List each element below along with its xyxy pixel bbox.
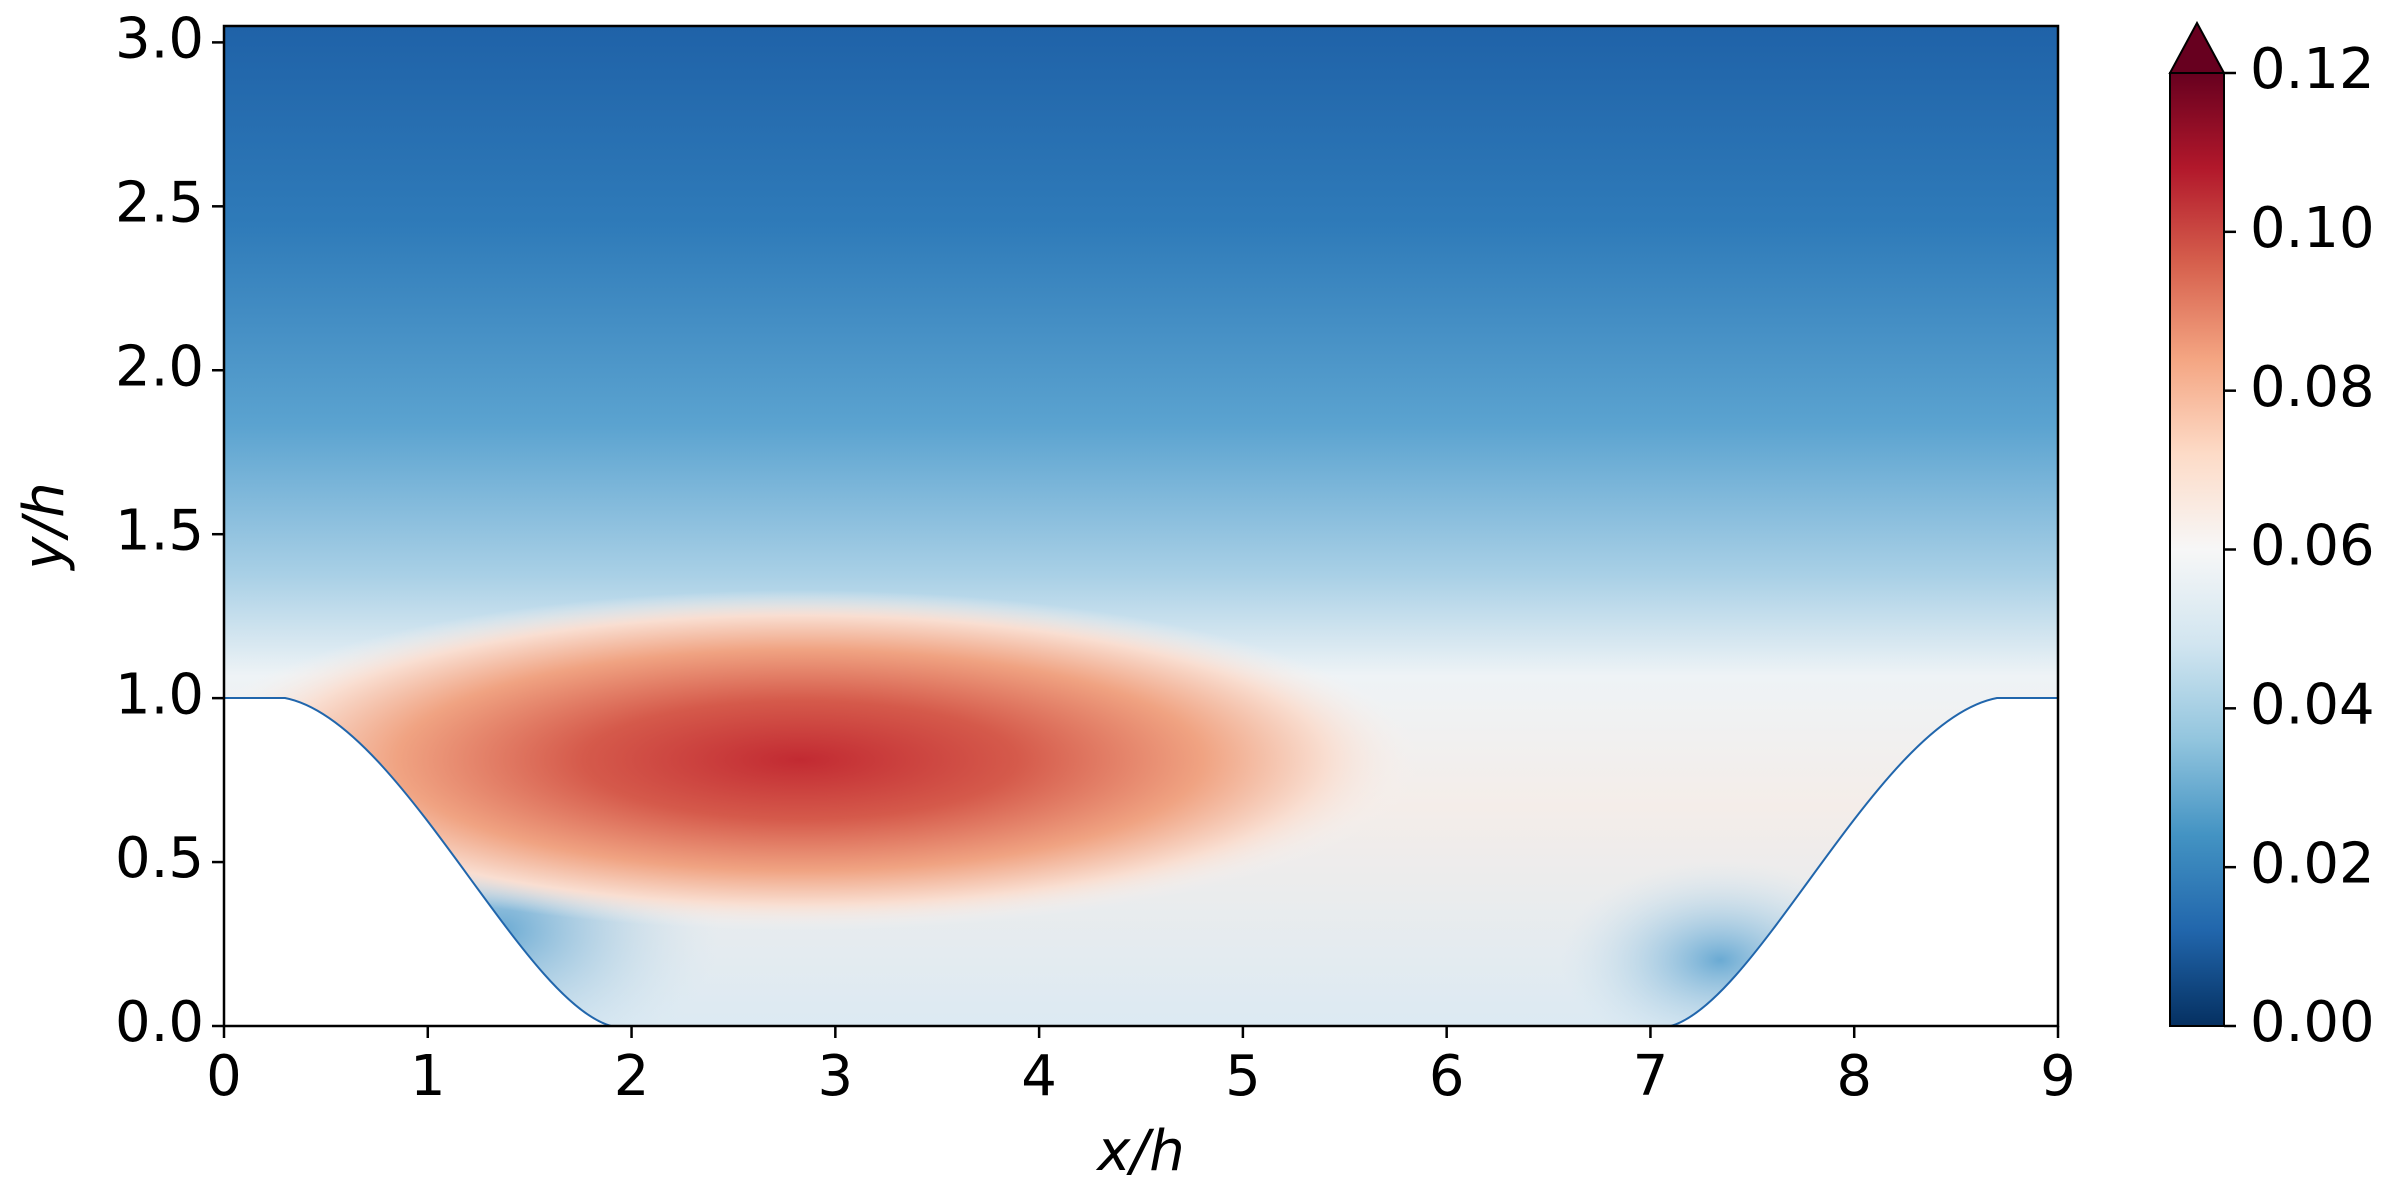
- y-tick-label: 2.5: [115, 170, 204, 235]
- y-tick-label: 2.0: [115, 334, 204, 399]
- y-tick-label: 0.5: [115, 826, 204, 891]
- y-tick-label: 1.5: [115, 498, 204, 563]
- x-tick-label: 9: [2040, 1044, 2076, 1109]
- x-tick-label: 0: [206, 1044, 242, 1109]
- x-tick-label: 4: [1021, 1044, 1057, 1109]
- x-tick-label: 5: [1225, 1044, 1261, 1109]
- colorbar-extend: [2168, 20, 2226, 74]
- x-axis-label: x/h: [1095, 1119, 1185, 1184]
- colorbar-tick-label: 0.06: [2250, 514, 2375, 579]
- y-tick-label: 0.0: [115, 990, 204, 1055]
- x-tick-label: 7: [1633, 1044, 1669, 1109]
- colorbar-tick-label: 0.04: [2250, 672, 2375, 737]
- colorbar-tick-label: 0.08: [2250, 355, 2375, 420]
- colorbar: [2169, 72, 2225, 1027]
- colorbar-tick-label: 0.02: [2250, 831, 2375, 896]
- contour-field: [224, 26, 2058, 1026]
- colorbar-tick-label: 0.12: [2250, 37, 2375, 102]
- y-tick-label: 3.0: [115, 7, 204, 72]
- colorbar-tick-label: 0.00: [2250, 990, 2375, 1055]
- x-tick-label: 3: [818, 1044, 854, 1109]
- y-tick-label: 1.0: [115, 662, 204, 727]
- x-tick-label: 1: [410, 1044, 446, 1109]
- x-tick-label: 8: [1836, 1044, 1872, 1109]
- field-high: [224, 590, 1420, 930]
- colorbar-tick-label: 0.10: [2250, 196, 2375, 261]
- x-tick-label: 6: [1429, 1044, 1465, 1109]
- plot-frame: [222, 24, 2060, 1028]
- y-axis-label: y/h: [12, 482, 77, 572]
- x-tick-label: 2: [614, 1044, 650, 1109]
